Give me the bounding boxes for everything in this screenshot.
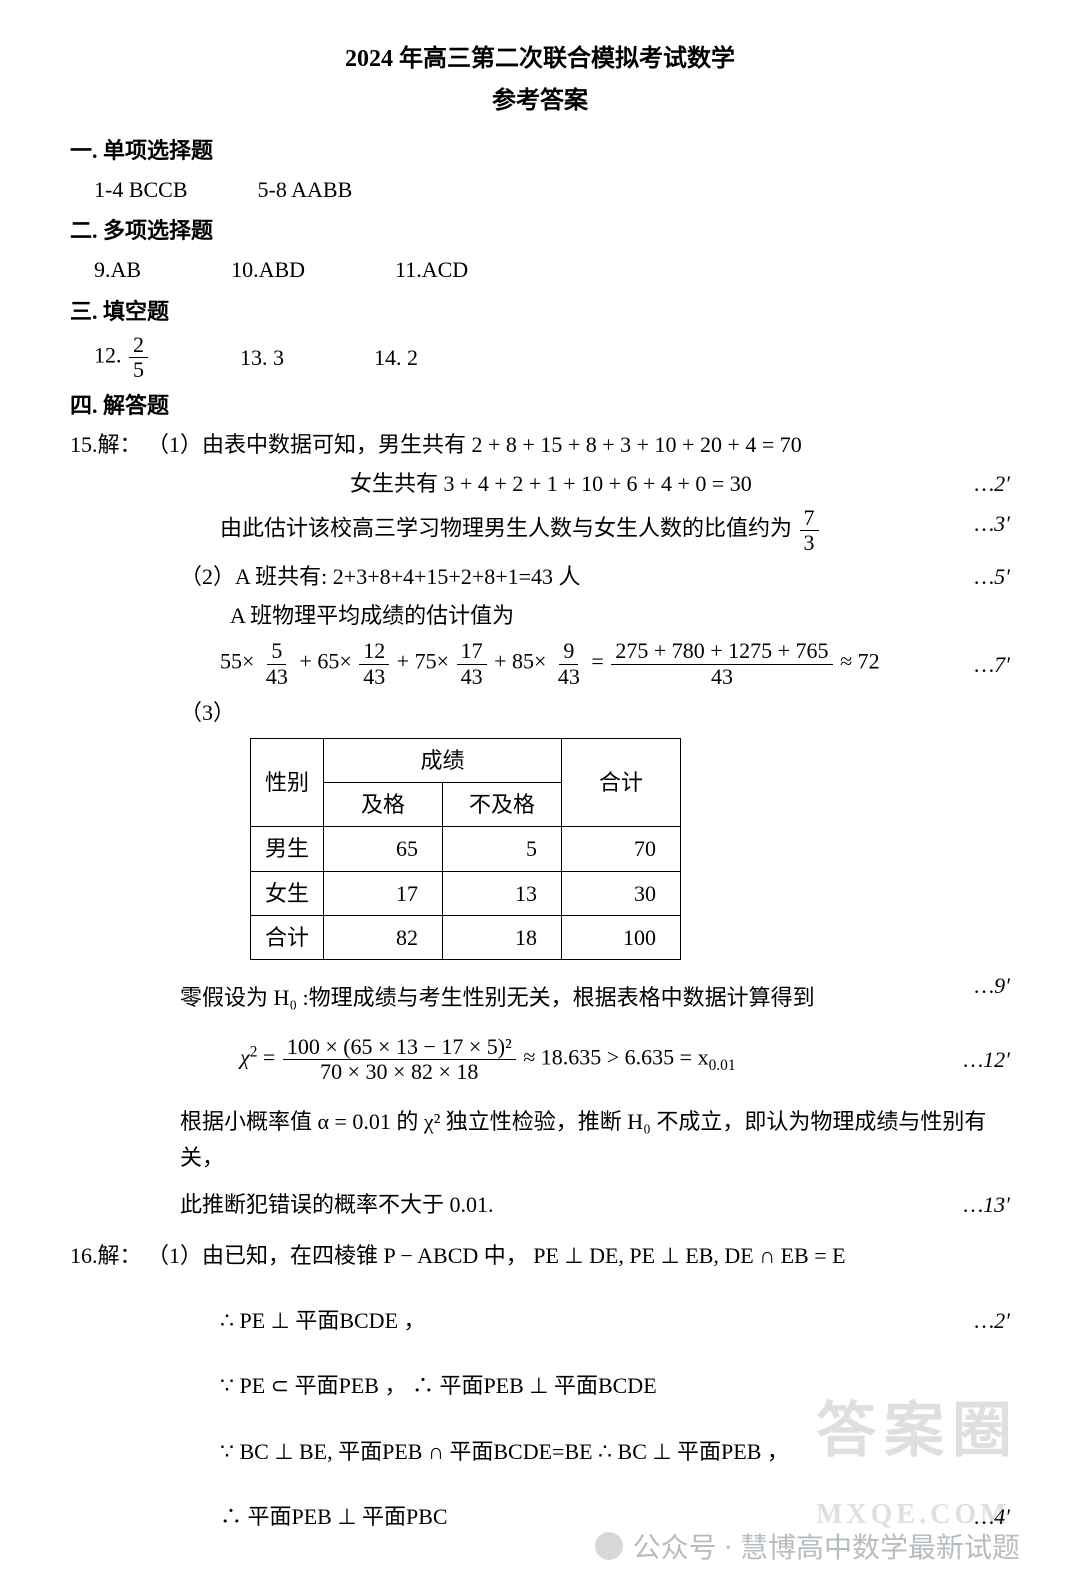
q15-concl2: 此推断犯错误的概率不大于 0.01.	[180, 1192, 494, 1217]
th-fail: 不及格	[443, 783, 562, 827]
q15-h0: 零假设为 H₀ :物理成绩与考生性别无关，根据表格中数据计算得到	[180, 985, 815, 1010]
section-1-heading: 一. 单项选择题	[70, 133, 1010, 168]
mark-3: …3′	[975, 506, 1010, 541]
th-gender: 性别	[251, 738, 324, 826]
chi-square-eq: χ2 = 100 × (65 × 13 − 17 × 5)² 70 × 30 ×…	[240, 1035, 736, 1084]
fill-13: 13. 3	[240, 340, 284, 375]
q15-p2a: （2）A 班共有: 2+3+8+4+15+2+8+1=43 人	[180, 564, 581, 589]
q16-p3: ∵ PE ⊂ 平面PEB ， ∴ 平面PEB ⊥ 平面BCDE	[220, 1373, 657, 1398]
multi-choice-9: 9.AB	[94, 252, 141, 287]
q15-p1c-frac: 7 3	[800, 506, 819, 555]
table-row: 合计 82 18 100	[251, 915, 681, 959]
fill-12: 12. 2 5	[94, 333, 150, 382]
section-4-heading: 四. 解答题	[70, 388, 1010, 423]
q16-p1: （1）由已知，在四棱锥 P − ABCD 中， PE ⊥ DE, PE ⊥ EB…	[147, 1243, 846, 1268]
single-choice-5-8: 5-8 AABB	[258, 172, 353, 207]
table-row: 男生 65 5 70	[251, 827, 681, 871]
th-score: 成绩	[324, 738, 562, 782]
q16-label: 16.解：	[70, 1243, 142, 1268]
mark-12: …12′	[964, 1042, 1010, 1077]
q16-p4: ∵ BC ⊥ BE, 平面PEB ∩ 平面BCDE=BE ∴ BC ⊥ 平面PE…	[220, 1439, 789, 1464]
mark-7: …7′	[975, 647, 1010, 682]
q15-p2b: A 班物理平均成绩的估计值为	[230, 603, 514, 628]
single-choice-1-4: 1-4 BCCB	[94, 172, 188, 207]
q15-label: 15.解：	[70, 432, 142, 457]
q15-p1c-prefix: 由此估计该校高三学习物理男生人数与女生人数的比值约为	[220, 515, 792, 540]
mark-5: …5′	[975, 559, 1010, 594]
q16-p2: ∴ PE ⊥ 平面BCDE ，	[220, 1308, 426, 1333]
table-row: 女生 17 13 30	[251, 871, 681, 915]
section-2-heading: 二. 多项选择题	[70, 213, 1010, 248]
multi-choice-10: 10.ABD	[231, 252, 305, 287]
mark-4: …4′	[975, 1499, 1010, 1534]
th-total: 合计	[562, 738, 681, 826]
mark-2: …2′	[975, 466, 1010, 501]
contingency-table: 性别 成绩 合计 及格 不及格 男生 65 5 70 女生 17 13 30 合…	[250, 738, 681, 960]
th-pass: 及格	[324, 783, 443, 827]
q15-concl1: 根据小概率值 α = 0.01 的 χ² 独立性检验，推断 H₀ 不成立，即认为…	[180, 1109, 986, 1169]
multi-choice-11: 11.ACD	[395, 252, 468, 287]
q15-p1a: （1）由表中数据可知，男生共有 2 + 8 + 15 + 8 + 3 + 10 …	[147, 432, 802, 457]
section-3-heading: 三. 填空题	[70, 294, 1010, 329]
q15-p1b: 女生共有 3 + 4 + 2 + 1 + 10 + 6 + 4 + 0 = 30	[350, 471, 752, 496]
q15-eq2: 55× 543 + 65× 1243 + 75× 1743 + 85× 943 …	[220, 639, 880, 688]
q15-p3: （3）	[180, 700, 235, 725]
fill-14: 14. 2	[374, 340, 418, 375]
mark-13: …13′	[964, 1187, 1010, 1222]
q16-p5: ∴ 平面PEB ⊥ 平面PBC	[220, 1504, 448, 1529]
mark-2b: …2′	[975, 1303, 1010, 1338]
sub-title: 参考答案	[70, 82, 1010, 120]
main-title: 2024 年高三第二次联合模拟考试数学	[70, 40, 1010, 78]
